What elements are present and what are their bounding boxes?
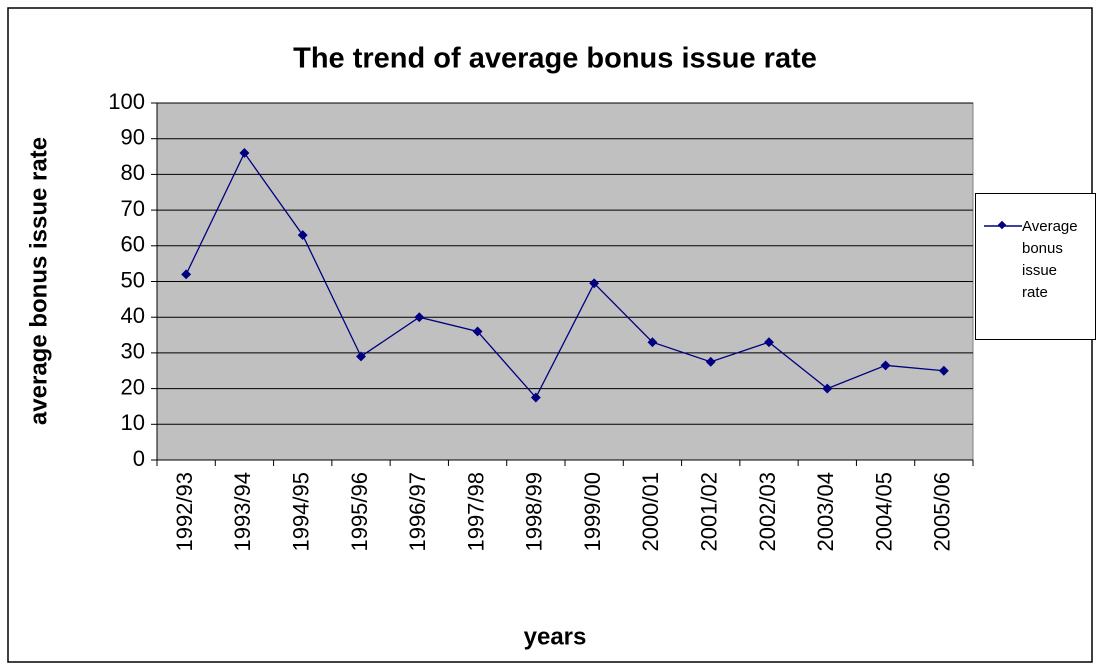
y-tick-label: 10 [121,410,145,435]
x-tick-label: 2002/03 [755,472,780,552]
x-tick-label: 2003/04 [813,472,838,552]
point-marker [356,351,366,362]
x-tick-label: 1995/96 [347,472,372,552]
x-tick-label: 2000/01 [638,472,663,552]
point-marker [647,337,658,348]
x-axis-title: years [524,623,587,650]
y-tick-label: 20 [121,374,145,399]
point-marker [822,383,833,394]
point-marker [530,392,541,403]
point-marker [880,360,891,371]
x-tick-label: 2001/02 [697,472,722,552]
chart-title: The trend of average bonus issue rate [293,43,817,75]
point-marker [938,365,949,376]
y-tick-label: 100 [108,89,145,114]
x-tick-label: 1993/94 [230,472,255,552]
x-tick-label: 1997/98 [463,472,488,552]
y-tick-label: 70 [121,196,145,221]
point-marker [239,148,250,158]
legend-label: Average bonus issue rate [1022,218,1078,301]
x-tick-label: 2005/06 [930,472,955,552]
legend-swatch [984,220,1022,230]
series-line [185,151,944,399]
point-marker [472,326,483,337]
y-tick-label: 90 [121,125,145,150]
y-tick-label: 80 [121,160,145,185]
point-marker [764,337,774,348]
x-tick-label: 1999/00 [580,472,605,552]
x-tick-label: 1994/95 [289,472,314,552]
point-marker [414,312,425,323]
legend: Average bonus issue rate [975,193,1096,340]
y-tick-label: 30 [121,339,145,364]
point-marker [297,230,308,241]
y-tick-label: 50 [121,267,145,292]
y-tick-label: 60 [121,232,145,257]
y-axis-title: average bonus issue rate [25,137,52,425]
point-marker [589,278,600,289]
y-tick-label: 0 [133,446,145,471]
x-tick-label: 1996/97 [405,472,430,552]
legend-marker [997,220,1007,230]
x-tick-label: 2004/05 [871,472,896,552]
x-tick-label: 1998/99 [522,472,547,552]
point-marker [705,356,716,367]
x-tick-label: 1992/93 [172,472,197,552]
y-tick-label: 40 [121,303,145,328]
point-marker [181,269,192,280]
